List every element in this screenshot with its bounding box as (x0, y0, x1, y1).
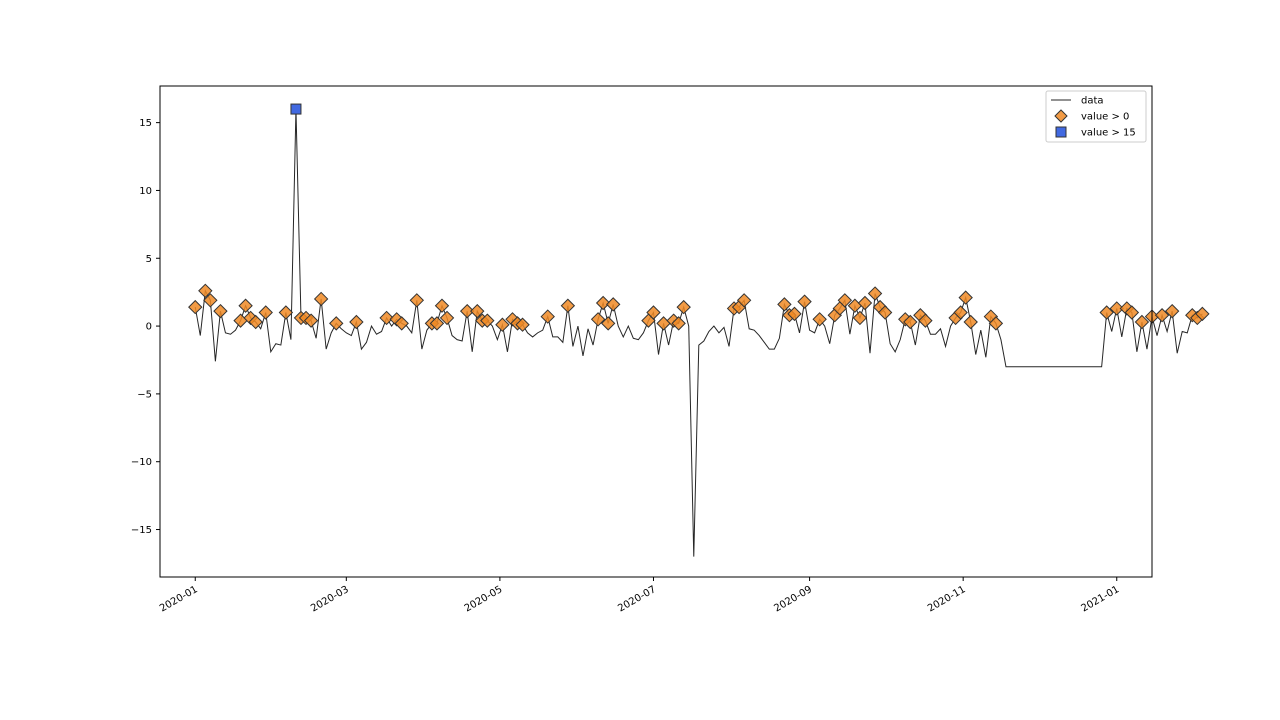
gt0-point (1134, 314, 1150, 330)
gt0-point (248, 314, 263, 330)
gt0-point (515, 317, 530, 332)
gt0-point (409, 293, 425, 308)
gt0-point (238, 298, 253, 313)
data-line (194, 109, 1203, 557)
gt0-point (1099, 305, 1114, 320)
gt0-point (198, 283, 213, 299)
gt0-point (495, 317, 510, 332)
gt0-point (837, 293, 853, 308)
x-tick-label: 2020-11 (926, 584, 968, 614)
gt0-point (600, 316, 616, 331)
y-tick-label: 0 (146, 322, 152, 333)
gt0-point (646, 305, 661, 320)
gt0-point (812, 312, 827, 327)
gt0-point (470, 303, 485, 319)
legend-square-symbol (1055, 126, 1067, 138)
gt0-point (213, 303, 228, 319)
gt0-point (671, 316, 686, 331)
gt0-point (1124, 305, 1140, 320)
gt0-point (560, 298, 576, 313)
gt0-point (1154, 308, 1170, 323)
gt0-point (394, 316, 409, 331)
x-tick-label: 2020-03 (309, 584, 351, 614)
x-tick-label: 2020-09 (772, 584, 814, 614)
gt0-point (429, 316, 445, 331)
y-tick-label: 10 (139, 186, 152, 197)
gt0-point (203, 293, 218, 308)
axes-frame (159, 85, 1153, 578)
legend-diamond-symbol (1054, 109, 1068, 123)
legend-label: value > 15 (1081, 128, 1136, 139)
y-tick-label: 15 (139, 118, 152, 129)
y-tick-label: 5 (146, 254, 152, 265)
gt0-markers-layer (188, 283, 1210, 332)
gt15-markers-layer (290, 103, 302, 115)
gt0-point (676, 299, 691, 315)
gt0-point (439, 310, 455, 326)
legend-label: value > 0 (1081, 112, 1129, 123)
gt0-point (852, 310, 868, 326)
gt0-point (188, 299, 203, 315)
gt0-point (988, 316, 1004, 331)
gt0-point (777, 297, 792, 312)
gt0-point (605, 297, 621, 312)
x-tick-label: 2020-01 (158, 584, 200, 614)
gt0-point (480, 313, 495, 328)
x-tick-label: 2020-07 (616, 584, 658, 614)
gt0-point (797, 294, 812, 309)
gt0-point (877, 305, 893, 320)
gt0-point (329, 316, 344, 331)
x-tick-label: 2020-05 (463, 584, 505, 614)
gt0-point (787, 306, 802, 322)
gt0-point (903, 314, 918, 330)
y-tick-label: −15 (131, 525, 152, 536)
gt0-point (434, 298, 450, 313)
gt0-point (953, 305, 968, 320)
gt0-point (867, 286, 883, 301)
gt0-point (459, 303, 475, 319)
gt0-point (540, 309, 555, 324)
legend-label: data (1081, 96, 1104, 107)
gt0-point (1164, 303, 1180, 319)
gt0-point (1195, 306, 1210, 322)
legend-box (1045, 90, 1147, 143)
gt0-point (379, 310, 394, 326)
gt0-point (258, 305, 273, 320)
gt0-point (736, 293, 752, 308)
y-tick-label: −10 (131, 457, 152, 468)
gt0-point (278, 305, 294, 320)
gt0-point (313, 291, 329, 307)
gt0-point (918, 313, 933, 328)
gt0-point (963, 314, 978, 330)
gt0-point (303, 313, 319, 328)
gt0-point (349, 314, 364, 330)
gt0-point (857, 295, 873, 311)
gt0-point (958, 290, 973, 305)
gt15-point (290, 103, 302, 115)
gt0-point (590, 312, 606, 327)
data-line-layer (194, 109, 1203, 557)
gt0-point (1109, 301, 1124, 316)
x-tick-label: 2021-01 (1080, 584, 1122, 614)
gt0-point (595, 295, 611, 311)
y-tick-label: −5 (137, 389, 152, 400)
legend: data value > 0 value > 15 (1045, 90, 1147, 143)
